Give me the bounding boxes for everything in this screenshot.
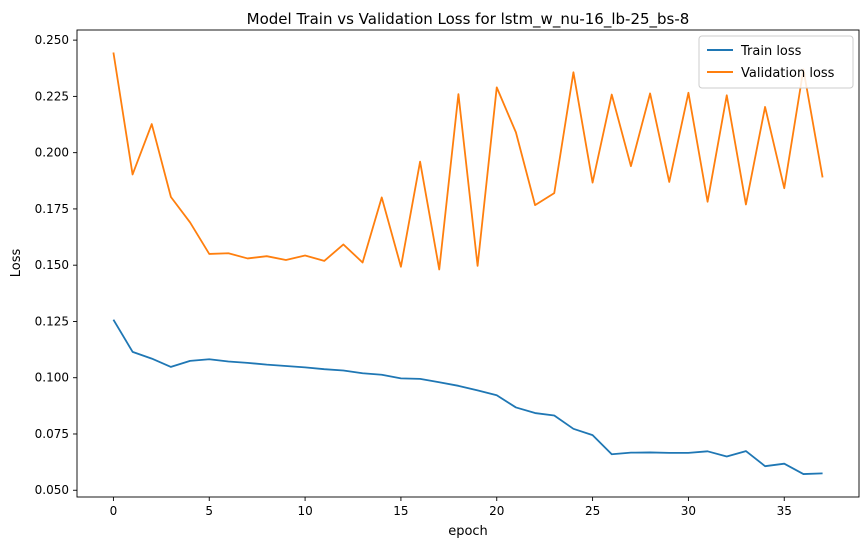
y-axis-label: Loss [9,249,24,278]
y-tick-label: 0.175 [35,202,69,216]
x-tick-label: 10 [297,504,312,518]
x-tick-label: 30 [681,504,696,518]
y-tick-label: 0.050 [35,483,69,497]
y-tick-label: 0.100 [35,371,69,385]
y-tick-label: 0.225 [35,89,69,103]
x-tick-label: 0 [110,504,118,518]
x-axis-label: epoch [448,524,488,539]
plot-area [77,30,859,497]
y-tick-label: 0.075 [35,427,69,441]
x-tick-label: 20 [489,504,504,518]
legend: Train loss Validation loss [698,35,854,89]
y-tick-label: 0.200 [35,146,69,160]
legend-label-validation: Validation loss [741,66,835,81]
legend-label-train: Train loss [740,44,802,59]
axes-frame [76,29,860,498]
x-tick-label: 35 [777,504,792,518]
y-tick-label: 0.125 [35,314,69,328]
legend-box [698,35,854,89]
x-tick-label: 25 [585,504,600,518]
series-line-validation-loss [112,52,824,271]
x-tick-label: 5 [205,504,213,518]
axes: 0 5 10 15 20 25 30 35 0.050 0.075 0.100 0.125 0.150 0… [35,29,860,518]
x-tick-label: 15 [393,504,408,518]
y-tick-label: 0.250 [35,33,69,47]
chart-title: Model Train vs Validation Loss for lstm_… [247,10,690,29]
series-line-train-loss [112,319,823,475]
y-tick-label: 0.150 [35,258,69,272]
series-lines [112,52,824,475]
